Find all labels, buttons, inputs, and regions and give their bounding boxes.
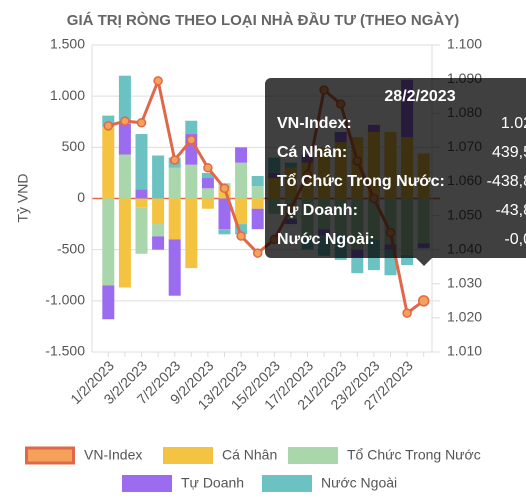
bar [118, 123, 131, 155]
bar [168, 167, 181, 199]
bar [401, 254, 414, 266]
legend-swatch [25, 446, 75, 465]
bar [235, 147, 248, 163]
legend-label: Tổ Chức Trong Nước [347, 447, 481, 463]
y-tick-label: -1.000 [45, 292, 85, 308]
bar [118, 154, 131, 199]
y2-tick-label: 1.020 [447, 309, 482, 325]
y2-tick-label: 1.010 [447, 343, 482, 359]
bar [235, 224, 248, 235]
tooltip-value: 1.02 [501, 115, 526, 132]
legend-label: Tự Doanh [181, 475, 244, 491]
bar [235, 198, 248, 225]
y2-tick-label: 1.100 [447, 36, 482, 52]
y-tick-label: 0 [77, 189, 85, 205]
bar [102, 126, 115, 199]
line-marker [103, 121, 114, 131]
tooltip-label: Tổ Chức Trong Nước: [277, 172, 445, 190]
legend-swatch [122, 475, 172, 492]
line-marker [236, 231, 246, 241]
tooltip-value: -0,0 [504, 231, 526, 248]
bar [251, 175, 264, 187]
tooltip-box [265, 78, 526, 258]
legend-label: Cá Nhân [222, 447, 277, 463]
y-tick-label: 1.000 [50, 87, 85, 103]
bar [185, 120, 198, 135]
bar [152, 155, 165, 199]
legend-label: VN-Index [84, 447, 142, 463]
legend-swatch [288, 447, 338, 464]
bar [152, 198, 165, 225]
tooltip-value: 439,5 [492, 144, 526, 161]
bar [102, 198, 115, 286]
bar [251, 208, 264, 230]
tooltip-value: -438,8 [487, 173, 526, 190]
bar [218, 188, 231, 199]
line-marker [417, 295, 430, 307]
bar [201, 198, 214, 209]
line-marker [120, 116, 130, 126]
tooltip-label: Nước Ngoài: [277, 231, 375, 248]
y-axis-label: Tỷ VND [15, 174, 31, 223]
tooltip-label: VN-Index: [277, 115, 352, 132]
tooltip-label: Cá Nhân: [277, 144, 347, 161]
bar [201, 188, 214, 199]
bar [135, 207, 148, 254]
bar [135, 134, 148, 190]
bar [201, 178, 214, 189]
tooltip-caret [416, 258, 432, 266]
legend-swatch [163, 447, 213, 464]
line-marker [136, 118, 147, 128]
line-marker [186, 135, 197, 145]
bar [218, 229, 231, 235]
bar [152, 224, 165, 237]
y-tick-label: 1.500 [50, 36, 85, 52]
bar [251, 186, 264, 199]
tooltip: 28/2/2023 VN-Index: 1.02 Cá Nhân: 439,5 Tổ Ch… [265, 78, 526, 266]
bar [201, 172, 214, 179]
tooltip-label: Tự Doanh: [277, 202, 358, 219]
y2-tick-label: 1.030 [447, 274, 482, 290]
bar [118, 198, 131, 288]
bar [168, 198, 181, 240]
bar [118, 75, 131, 124]
bar [218, 198, 231, 230]
legend-swatch [262, 475, 312, 492]
bar [135, 198, 148, 208]
bar [351, 257, 364, 274]
y-tick-label: 500 [62, 138, 86, 154]
chart-title: GIÁ TRỊ RÒNG THEO LOẠI NHÀ ĐẦU TƯ (THEO … [67, 11, 459, 29]
tooltip-value: -43,8 [496, 202, 526, 219]
tooltip-title: 28/2/2023 [384, 88, 455, 105]
line-marker [203, 163, 213, 173]
bar [152, 236, 165, 250]
line-marker [252, 248, 263, 258]
bar [135, 189, 148, 199]
y-tick-label: -500 [57, 240, 85, 256]
line-marker [153, 76, 163, 86]
line-marker [169, 155, 180, 165]
line-marker [402, 308, 412, 318]
y-tick-label: -1.500 [45, 343, 85, 359]
legend-label: Nước Ngoài [321, 475, 397, 491]
bar [235, 162, 248, 199]
bar [251, 198, 264, 209]
bar [185, 164, 198, 199]
bar [185, 198, 198, 269]
bar [168, 239, 181, 296]
bar [102, 285, 115, 320]
line-marker [219, 183, 230, 194]
